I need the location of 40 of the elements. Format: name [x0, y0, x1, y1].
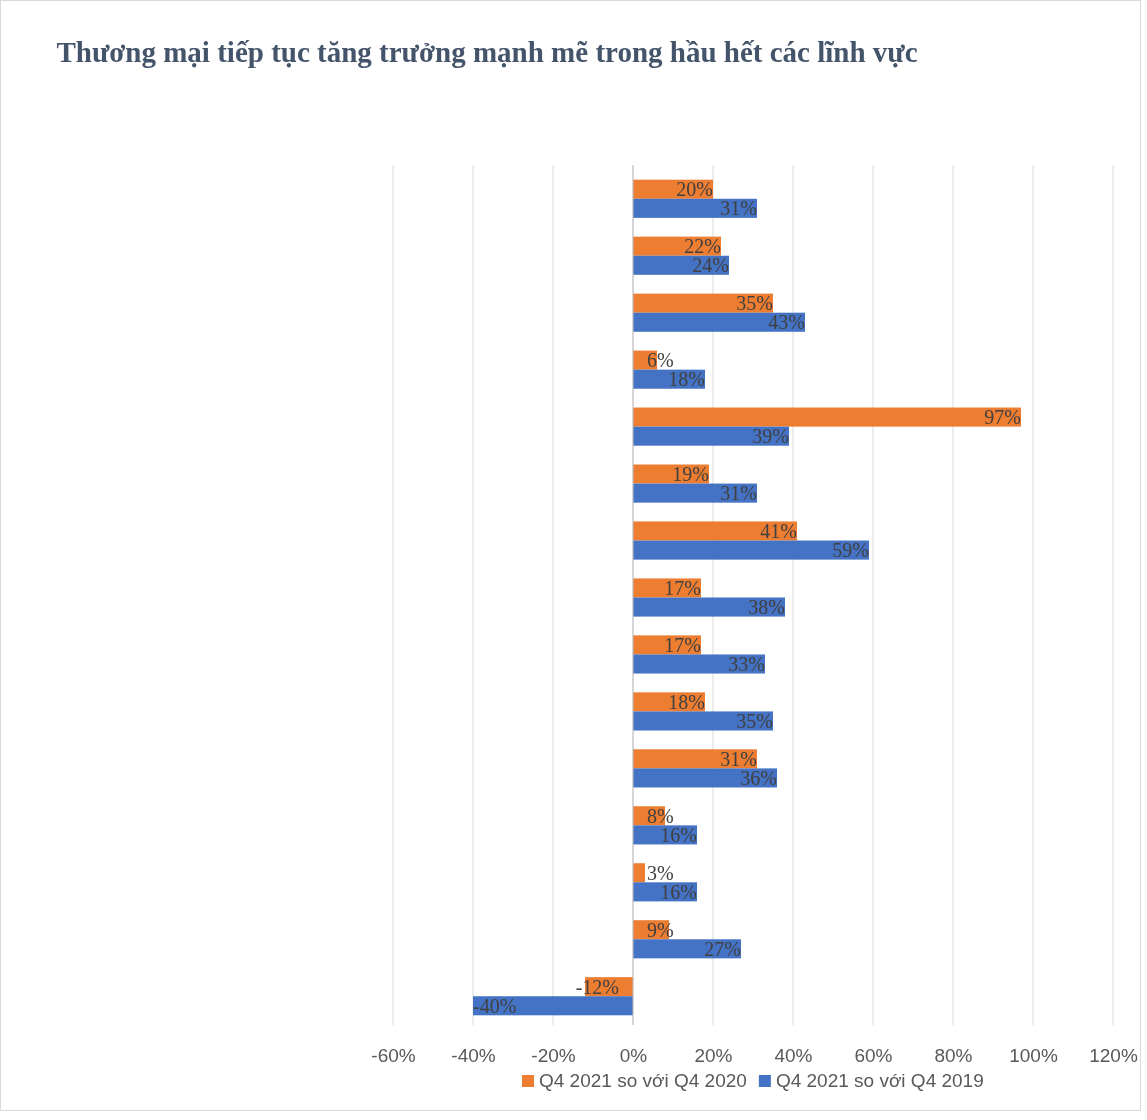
x-tick-label: -20% — [531, 1044, 576, 1066]
data-label: 18% — [668, 690, 705, 713]
data-label: 59% — [832, 539, 869, 562]
data-label: -40% — [473, 994, 517, 1017]
data-label: 38% — [748, 596, 785, 619]
legend-label: Q4 2021 so với Q4 2020 — [539, 1070, 747, 1091]
data-label: 31% — [720, 482, 757, 505]
data-label: 27% — [704, 937, 741, 960]
data-label: 17% — [664, 633, 701, 656]
bar — [633, 863, 645, 883]
bar — [633, 654, 765, 674]
data-label: 16% — [660, 823, 697, 846]
data-label: 17% — [664, 576, 701, 599]
data-label: 33% — [728, 653, 765, 675]
bar — [633, 540, 869, 560]
x-tick-label: 60% — [854, 1044, 893, 1066]
bar — [633, 312, 805, 332]
data-label: 20% — [676, 178, 713, 201]
chart-title: Thương mại tiếp tục tăng trưởng mạnh mẽ trong hầu hết các lĩnh vực — [56, 36, 918, 68]
x-tick-label: 40% — [774, 1044, 813, 1066]
data-label: 39% — [752, 425, 789, 448]
x-tick-label: 100% — [1009, 1044, 1058, 1066]
data-label: 41% — [760, 520, 797, 542]
bar — [633, 711, 773, 731]
data-label: 31% — [720, 197, 757, 220]
bar — [473, 996, 633, 1016]
x-tick-label: 80% — [934, 1044, 973, 1066]
x-tick-label: 0% — [619, 1044, 648, 1066]
x-tick-label: -60% — [371, 1044, 416, 1066]
legend-label: Q4 2021 so với Q4 2019 — [775, 1070, 984, 1091]
bar — [633, 521, 797, 541]
bar — [633, 407, 1021, 427]
bar — [633, 426, 789, 446]
data-label: 97% — [984, 406, 1021, 429]
data-label: 19% — [672, 463, 709, 486]
x-tick-label: 20% — [694, 1044, 733, 1066]
x-tick-label: 120% — [1089, 1044, 1138, 1066]
data-label: 18% — [668, 368, 705, 391]
data-label: 35% — [736, 709, 773, 732]
x-tick-label: -40% — [451, 1044, 496, 1066]
